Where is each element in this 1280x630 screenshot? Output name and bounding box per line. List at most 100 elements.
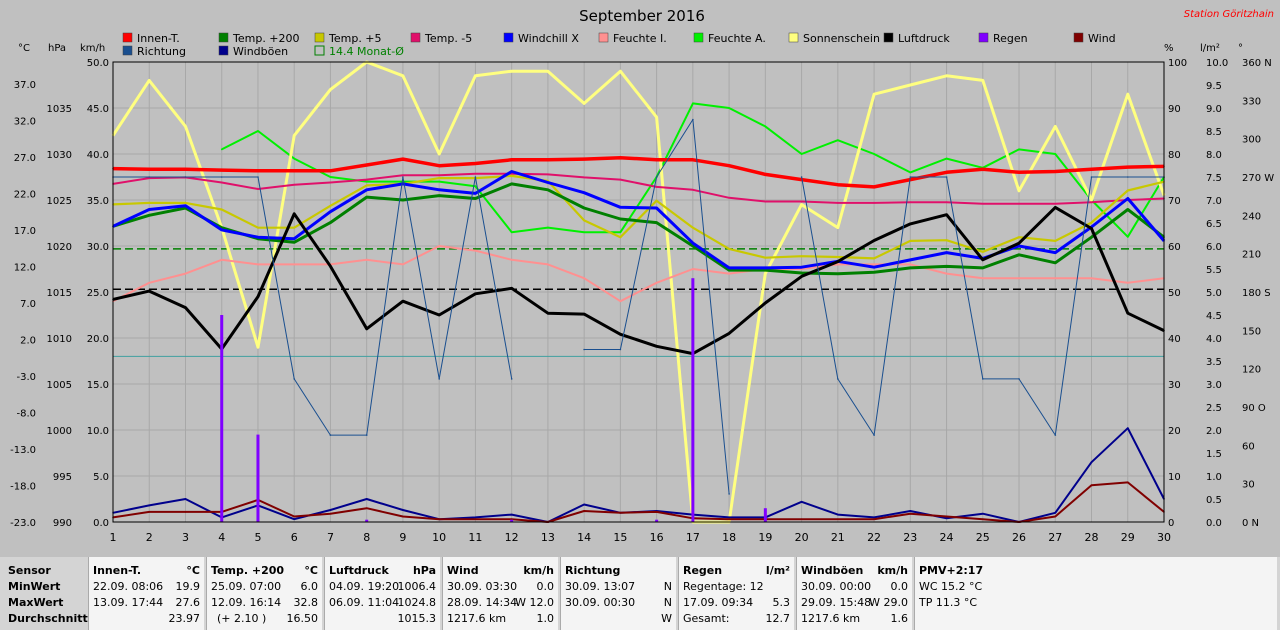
stats-wind-min-date: 30.09. 03:30 <box>447 580 518 593</box>
stats-col-sensor: Sensor MinWert MaxWert Durchschnitt <box>4 557 88 630</box>
tick-label-lm2: 6.5 <box>1206 219 1222 230</box>
stats-wind-max-date: 28.09. 14:34 <box>447 596 518 609</box>
tick-label-direction: 90 O <box>1242 403 1266 414</box>
data-point-windchill <box>1018 245 1020 247</box>
data-point-temp5 <box>1127 189 1129 192</box>
data-point-tempm5 <box>293 183 296 186</box>
stats-temp200-min-val: 6.0 <box>300 580 319 593</box>
data-point-richtung <box>692 118 694 121</box>
data-point-windchill <box>764 267 767 269</box>
data-point-feuchte_a <box>764 125 767 128</box>
data-point-sonne <box>1127 93 1129 95</box>
stats-pmv-wc: WC 15.2 °C <box>919 580 983 593</box>
data-point-feuchte_i <box>982 277 984 280</box>
data-point-windboeen <box>945 517 948 520</box>
data-point-temp5 <box>728 248 730 250</box>
data-point-sonne <box>293 134 296 137</box>
data-point-wind <box>1127 481 1129 484</box>
stats-regen-unit: l/m² <box>765 564 790 577</box>
data-point-richtung <box>800 176 803 178</box>
tick-label-day: 6 <box>291 531 298 544</box>
rain-bars <box>220 278 767 522</box>
legend-label: 14.4 Monat-Ø <box>329 45 404 58</box>
data-point-wind <box>800 518 803 520</box>
stats-temp200-avg-val: 16.50 <box>286 612 319 625</box>
stats-windboeen-min-val: 0.0 <box>890 580 909 593</box>
tick-label-kmh: 30.0 <box>87 242 109 253</box>
data-point-temp200 <box>1018 254 1020 256</box>
data-point-innen <box>402 158 404 160</box>
data-point-temp5 <box>148 202 150 204</box>
data-point-temp200 <box>909 267 912 269</box>
tick-label-kmh: 15.0 <box>87 380 109 391</box>
tick-label-percent: 0 <box>1168 518 1174 529</box>
station-name: Station Göritzhain <box>1184 9 1274 20</box>
tick-label-percent: 100 <box>1168 58 1187 69</box>
data-point-feuchte_a <box>293 157 296 160</box>
data-point-sonne <box>837 226 839 229</box>
tick-label-percent: 90 <box>1168 104 1181 115</box>
data-point-innen <box>293 170 296 172</box>
stats-regen-max-val: 5.3 <box>772 596 791 609</box>
series-line-richtung <box>113 176 513 436</box>
data-point-windchill <box>692 242 694 244</box>
tick-label-celsius: 27.0 <box>14 153 36 164</box>
data-point-innen <box>583 158 585 160</box>
data-point-windboeen <box>1054 512 1057 514</box>
tick-label-lm2: 8.5 <box>1206 127 1222 138</box>
data-point-temp5 <box>257 226 259 229</box>
tick-label-direction: 150 <box>1242 326 1261 337</box>
data-point-feuchte_a <box>583 231 585 233</box>
data-point-feuchte_a <box>547 226 549 229</box>
data-point-feuchte_a <box>510 231 513 233</box>
chart-title: September 2016 <box>579 7 705 25</box>
data-point-richtung <box>220 176 223 178</box>
data-point-luftdruck <box>402 300 404 303</box>
data-point-luftdruck <box>329 265 332 268</box>
legend-swatch <box>1073 32 1084 43</box>
data-point-windchill <box>293 237 296 240</box>
data-point-luftdruck <box>257 295 259 298</box>
tick-label-day: 4 <box>218 531 225 544</box>
tick-label-celsius: -23.0 <box>10 518 36 529</box>
data-point-tempm5 <box>909 201 912 203</box>
data-point-windboeen <box>728 516 730 519</box>
data-point-feuchte_a <box>800 153 803 155</box>
data-point-richtung <box>619 348 622 351</box>
data-point-temp200 <box>655 221 658 224</box>
data-point-sonne <box>1018 190 1020 192</box>
tick-label-lm2: 3.5 <box>1206 357 1222 368</box>
data-point-innen <box>692 159 694 161</box>
data-point-wind <box>510 518 513 520</box>
legend-label: Innen-T. <box>137 32 180 45</box>
data-point-wind <box>365 507 368 510</box>
data-point-sonne <box>1054 125 1057 128</box>
tick-label-kmh: 20.0 <box>87 334 109 345</box>
data-point-temp200 <box>510 183 513 185</box>
data-point-feuchte_i <box>148 282 150 284</box>
legend-label: Luftdruck <box>898 32 950 45</box>
data-point-richtung <box>982 378 984 380</box>
data-point-temp200 <box>692 245 694 247</box>
data-point-windboeen <box>800 501 803 503</box>
legend-label: Feuchte A. <box>708 32 766 45</box>
data-point-innen <box>474 162 477 165</box>
data-point-richtung <box>873 434 875 436</box>
tick-label-percent: 10 <box>1168 472 1181 483</box>
data-point-temp200 <box>148 214 150 217</box>
tick-label-hpa: 1015 <box>47 288 72 299</box>
data-point-innen <box>728 164 730 167</box>
data-point-tempm5 <box>148 177 150 179</box>
data-point-innen <box>438 164 441 167</box>
tick-label-celsius: -8.0 <box>16 408 36 419</box>
stats-max-label: MaxWert <box>8 596 64 609</box>
tick-label-day: 29 <box>1121 531 1135 544</box>
data-point-windchill <box>184 205 187 207</box>
tick-label-hpa: 1025 <box>47 196 72 207</box>
data-point-windboeen <box>1127 427 1129 430</box>
data-point-temp200 <box>474 197 477 200</box>
data-point-temp5 <box>329 205 332 207</box>
data-point-wind <box>909 512 912 515</box>
stats-wind-min-val: 0.0 <box>536 580 555 593</box>
data-point-feuchte_i <box>474 249 477 252</box>
